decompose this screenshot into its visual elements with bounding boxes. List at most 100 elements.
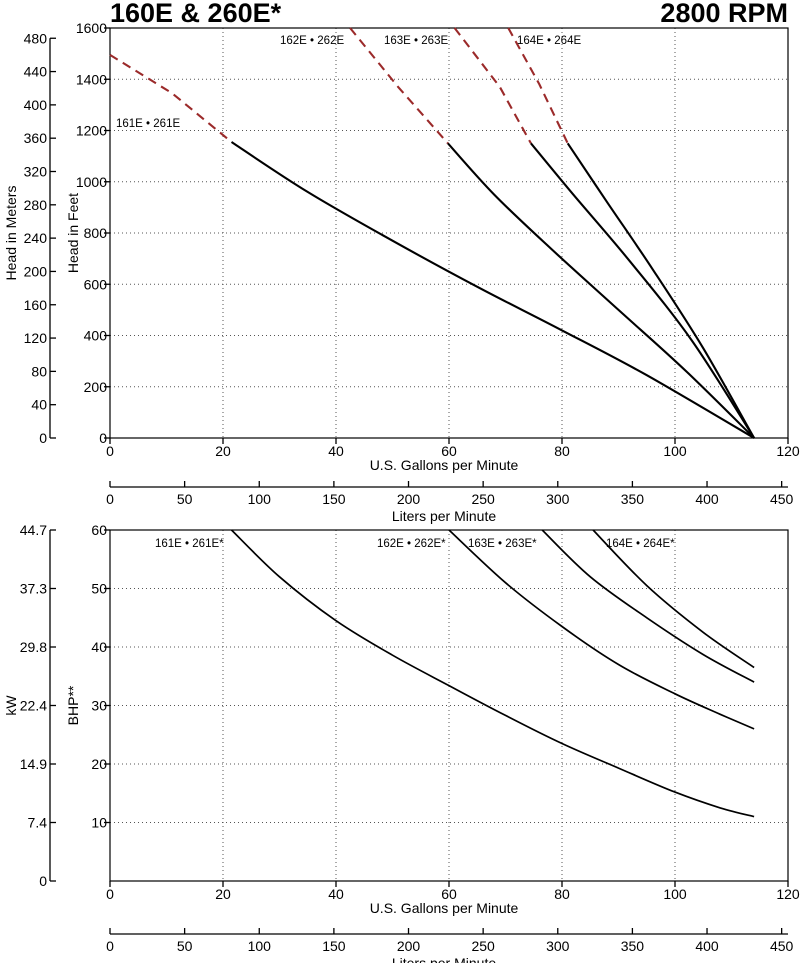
y-tick-label: 20 (91, 756, 107, 772)
secondary-x-axis-title: Liters per Minute (392, 508, 496, 524)
secondary-y-tick-label: 320 (24, 164, 48, 180)
secondary-x-tick-label: 0 (106, 938, 114, 954)
secondary-x-tick-label: 50 (177, 491, 193, 507)
secondary-x-tick-label: 300 (546, 491, 570, 507)
secondary-y-tick-label: 0 (39, 430, 47, 446)
y-tick-label: 400 (84, 328, 108, 344)
head-curve-4 (566, 142, 756, 439)
secondary-x-tick-label: 450 (770, 938, 794, 954)
x-tick-label: 0 (106, 886, 114, 902)
secondary-y-axis-title: kW (3, 695, 19, 716)
y-tick-label: 200 (84, 379, 108, 395)
series-label: 162E • 262E* (377, 538, 446, 550)
x-axis-title: U.S. Gallons per Minute (370, 457, 519, 473)
secondary-y-tick-label: 240 (24, 230, 48, 246)
secondary-y-tick-label: 44.7 (20, 522, 47, 538)
secondary-x-tick-label: 150 (322, 938, 346, 954)
series-label: 164E • 264E* (606, 538, 675, 550)
series-label: 164E • 264E (517, 35, 581, 47)
x-tick-label: 100 (663, 443, 687, 459)
secondary-y-tick-label: 7.4 (28, 815, 48, 831)
secondary-x-tick-label: 100 (248, 938, 272, 954)
y-tick-label: 30 (91, 698, 107, 714)
secondary-x-tick-label: 150 (322, 491, 346, 507)
secondary-y-tick-label: 440 (24, 64, 48, 80)
power-curve-1 (230, 529, 755, 818)
series-label: 162E • 262E (280, 35, 344, 47)
secondary-y-tick-label: 14.9 (20, 756, 47, 772)
x-tick-label: 20 (215, 443, 231, 459)
y-tick-label: 600 (84, 276, 108, 292)
head-curve-3 (530, 142, 755, 439)
power-curve-4 (592, 529, 755, 669)
secondary-y-tick-label: 400 (24, 97, 48, 113)
head-chart-panel: 0 20 40 60 80 100 120 U.S. Gallons per Minute 0 2… (3, 20, 800, 524)
secondary-y-tick-label: 280 (24, 197, 48, 213)
secondary-y-tick-label: 0 (39, 873, 47, 889)
secondary-y-tick-label: 37.3 (20, 581, 47, 597)
head-curve-extended-2 (349, 27, 449, 144)
secondary-x-tick-label: 50 (177, 938, 193, 954)
secondary-x-tick-label: 350 (621, 491, 645, 507)
series-label: 163E • 263E* (468, 538, 537, 550)
secondary-x-tick-label: 200 (397, 938, 421, 954)
y-axis-title: BHP** (65, 685, 81, 725)
secondary-y-tick-label: 29.8 (20, 639, 47, 655)
secondary-x-tick-label: 250 (471, 491, 495, 507)
secondary-y-tick-label: 480 (24, 30, 48, 46)
x-tick-label: 40 (328, 443, 344, 459)
power-curve-3 (541, 529, 755, 683)
y-tick-label: 800 (84, 225, 108, 241)
secondary-x-axis-title: Liters per Minute (392, 955, 496, 963)
secondary-y-tick-label: 160 (24, 297, 48, 313)
y-tick-label: 1000 (76, 174, 107, 190)
secondary-x-tick-label: 250 (471, 938, 495, 954)
secondary-x-tick-label: 400 (695, 491, 719, 507)
x-tick-label: 60 (441, 443, 457, 459)
secondary-y-tick-label: 360 (24, 130, 48, 146)
x-tick-label: 40 (328, 886, 344, 902)
secondary-x-tick-label: 200 (397, 491, 421, 507)
secondary-y-tick-label: 40 (31, 397, 47, 413)
series-label: 161E • 261E* (155, 538, 224, 550)
y-tick-label: 1600 (76, 20, 107, 36)
secondary-x-tick-label: 350 (621, 938, 645, 954)
x-tick-label: 60 (441, 886, 457, 902)
y-tick-label: 40 (91, 639, 107, 655)
y-tick-label: 1400 (76, 71, 107, 87)
power-curve-2 (448, 529, 755, 730)
x-tick-label: 100 (663, 886, 687, 902)
x-tick-label: 80 (554, 443, 570, 459)
secondary-y-tick-label: 22.4 (20, 698, 47, 714)
x-tick-label: 120 (776, 886, 800, 902)
y-tick-label: 1200 (76, 123, 107, 139)
head-curve-extended-4 (507, 27, 569, 144)
series-label: 163E • 263E (384, 35, 448, 47)
secondary-y-tick-label: 120 (24, 330, 48, 346)
y-tick-label: 60 (91, 522, 107, 538)
y-tick-label: 10 (91, 815, 107, 831)
head-curve-1 (230, 141, 755, 439)
secondary-x-tick-label: 0 (106, 491, 114, 507)
y-tick-label: 0 (99, 430, 107, 446)
secondary-x-tick-label: 450 (770, 491, 794, 507)
secondary-x-tick-label: 100 (248, 491, 272, 507)
x-axis-title: U.S. Gallons per Minute (370, 900, 519, 916)
secondary-y-tick-label: 200 (24, 263, 48, 279)
y-tick-label: 50 (91, 581, 107, 597)
secondary-x-tick-label: 400 (695, 938, 719, 954)
secondary-y-tick-label: 80 (31, 363, 47, 379)
head-curve-extended-1 (109, 54, 233, 143)
secondary-x-tick-label: 300 (546, 938, 570, 954)
series-label: 161E • 261E (116, 118, 180, 130)
chart-title-model: 160E & 260E* (110, 0, 282, 28)
x-tick-label: 20 (215, 886, 231, 902)
chart-title-rpm: 2800 RPM (660, 0, 788, 28)
x-tick-label: 0 (106, 443, 114, 459)
head-curve-2 (447, 142, 755, 439)
y-axis-title: Head in Feet (65, 193, 81, 273)
x-tick-label: 120 (776, 443, 800, 459)
secondary-y-axis-title: Head in Meters (3, 186, 19, 281)
